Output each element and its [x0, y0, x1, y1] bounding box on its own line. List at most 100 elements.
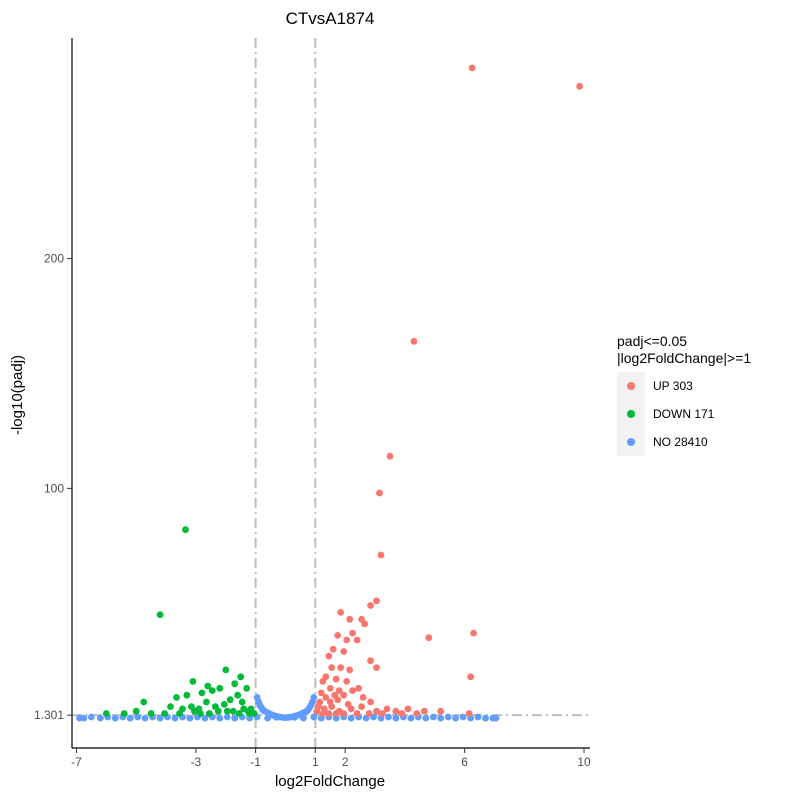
- data-point: [328, 664, 336, 671]
- data-point: [220, 700, 228, 708]
- data-point: [231, 714, 239, 722]
- data-point: [355, 684, 362, 692]
- data-point: [337, 609, 345, 616]
- data-point: [325, 710, 333, 717]
- x-tick-label: -1: [250, 755, 261, 769]
- data-point: [373, 707, 380, 715]
- data-point: [340, 710, 348, 717]
- data-point: [240, 705, 248, 713]
- data-point: [379, 710, 386, 717]
- data-point: [465, 710, 473, 717]
- x-axis-title: log2FoldChange: [275, 773, 385, 790]
- data-point: [353, 710, 361, 717]
- data-point: [183, 691, 191, 699]
- data-point: [328, 703, 336, 710]
- data-point: [191, 707, 198, 715]
- data-point: [425, 634, 433, 642]
- y-axis-title: -log10(padj): [9, 355, 26, 435]
- data-point: [111, 714, 119, 722]
- data-point: [203, 698, 210, 706]
- data-point: [346, 615, 354, 623]
- data-point: [208, 687, 216, 694]
- legend-title: padj<=0.05: [617, 333, 687, 349]
- legend-key-marker: [627, 382, 635, 390]
- data-point: [365, 710, 373, 717]
- data-point: [171, 714, 179, 722]
- data-point: [358, 615, 365, 623]
- data-point: [132, 707, 140, 715]
- threshold-lines: [72, 38, 590, 748]
- data-point: [349, 687, 356, 694]
- x-tick-label: 6: [461, 755, 468, 769]
- data-point: [88, 713, 95, 721]
- data-point: [398, 710, 406, 717]
- data-point: [392, 714, 400, 722]
- data-point: [235, 710, 243, 717]
- data-point: [204, 682, 212, 690]
- data-point: [182, 526, 189, 534]
- data-point: [347, 714, 355, 722]
- data-point: [335, 687, 343, 694]
- data-point: [332, 710, 340, 717]
- data-point: [237, 673, 245, 681]
- data-point: [246, 710, 254, 717]
- data-point: [147, 710, 155, 717]
- data-point: [492, 714, 500, 722]
- data-point: [226, 696, 234, 704]
- data-point: [429, 713, 437, 721]
- legend-key-marker: [627, 410, 635, 418]
- data-point: [222, 666, 230, 674]
- data-point: [134, 713, 142, 721]
- data-point: [325, 652, 333, 660]
- data-point: [214, 707, 222, 715]
- data-point: [322, 694, 330, 701]
- data-point: [229, 707, 237, 715]
- data-point: [223, 707, 231, 715]
- x-tick-label: 1: [312, 755, 319, 769]
- data-point: [392, 707, 400, 715]
- data-point: [383, 705, 391, 713]
- legend-entry-label: UP 303: [653, 379, 693, 393]
- data-point: [156, 611, 164, 619]
- data-point: [343, 636, 351, 644]
- data-point: [482, 714, 489, 722]
- data-point: [367, 698, 374, 706]
- data-point: [437, 707, 445, 715]
- data-point: [470, 629, 477, 637]
- legend-title: |log2FoldChange|>=1: [617, 350, 751, 366]
- data-point: [319, 710, 327, 717]
- legend-key-marker: [627, 438, 635, 446]
- x-tick-label: 10: [577, 755, 591, 769]
- data-point: [173, 694, 180, 701]
- x-tick-label: -3: [191, 755, 202, 769]
- y-tick-label: 100: [44, 481, 64, 495]
- data-point: [467, 673, 474, 681]
- data-point: [346, 666, 354, 674]
- data-point: [444, 713, 452, 721]
- y-tick-label: 200: [44, 252, 64, 266]
- data-point: [231, 680, 239, 688]
- data-point: [126, 714, 134, 722]
- data-point: [343, 678, 351, 685]
- data-point: [373, 664, 380, 671]
- data-point: [334, 696, 342, 704]
- data-point: [310, 713, 318, 721]
- data-point: [334, 632, 342, 639]
- data-point: [310, 694, 318, 701]
- data-point: [140, 698, 148, 706]
- data-point: [340, 648, 348, 655]
- data-points: [76, 64, 583, 722]
- legend: padj<=0.05|log2FoldChange|>=1 UP 303 DOWN …: [617, 333, 751, 456]
- axes: -7 -3 -1 1 2 6 10 1.301 100 200: [34, 38, 591, 769]
- data-point: [97, 714, 104, 722]
- data-point: [358, 703, 365, 710]
- data-point: [407, 714, 415, 722]
- data-point: [468, 64, 476, 72]
- data-point: [404, 705, 412, 713]
- data-point: [359, 694, 367, 701]
- data-point: [340, 691, 348, 699]
- data-point: [216, 684, 224, 692]
- data-point: [234, 691, 242, 699]
